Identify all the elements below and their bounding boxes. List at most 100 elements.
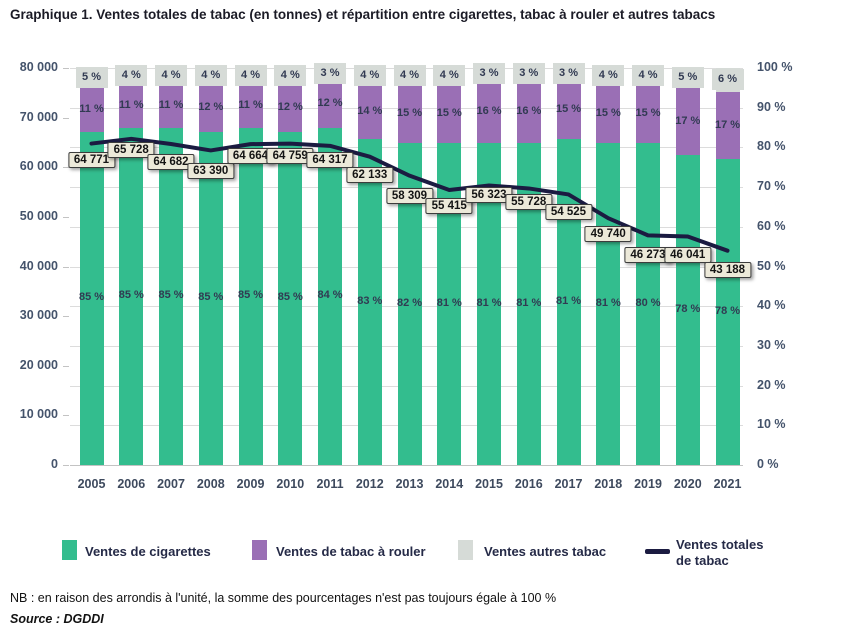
total-value-label: 46 273 [624,247,672,264]
bar-segment-tabac-a-rouler [556,79,581,140]
x-axis-year-label: 2020 [673,477,702,491]
bar-segment-tabac-a-rouler [79,87,104,132]
cigarettes-percent-label: 81 % [555,295,582,308]
total-value-label: 54 525 [544,204,593,221]
x-axis-year-label: 2016 [514,477,543,491]
rouler-percent-label: 11 % [238,98,263,111]
y-axis-label-left: 60 000 [19,159,58,174]
axis-tick-left [63,316,69,318]
cigarettes-percent-label: 85 % [237,289,264,302]
legend-label-ventes-totales: Ventes totales de tabac [676,537,764,569]
total-value-label: 46 041 [664,246,712,263]
autres-percent-label: 4 % [433,65,466,87]
legend-swatch-cigarettes [62,540,77,560]
total-value-label: 43 188 [703,261,752,278]
y-axis-label-left: 40 000 [19,258,58,273]
autres-percent-label: 4 % [194,65,227,87]
axis-tick-left [63,216,69,218]
y-axis-label-right: 10 % [757,417,786,432]
x-axis-year-label: 2019 [634,477,662,491]
bar-segment-tabac-a-rouler [198,83,223,132]
rouler-percent-label: 15 % [396,106,423,119]
cigarettes-percent-label: 85 % [277,291,303,304]
rouler-percent-label: 14 % [357,104,383,117]
y-axis-label-right: 100 % [757,60,793,74]
bar-segment-tabac-a-rouler [437,83,462,144]
x-axis-year-label: 2017 [554,477,583,491]
rouler-percent-label: 15 % [436,106,462,119]
autres-percent-label: 4 % [353,65,386,87]
bar-segment-tabac-a-rouler [318,79,342,128]
rouler-percent-label: 11 % [119,98,144,111]
rouler-percent-label: 17 % [714,118,741,131]
autres-percent-label: 5 % [671,67,704,89]
bar-segment-tabac-a-rouler [397,83,422,144]
total-value-label: 58 309 [385,187,434,204]
total-value-label: 64 682 [147,154,195,170]
total-value-label: 55 728 [505,194,553,211]
y-axis-label-right: 60 % [757,218,786,233]
bar-segment-tabac-a-rouler [159,83,183,128]
rouler-percent-label: 16 % [516,104,542,117]
autres-percent-label: 3 % [314,63,346,85]
x-axis-year-label: 2005 [77,477,106,491]
total-value-label: 65 728 [107,141,155,158]
cigarettes-percent-label: 81 % [476,297,502,310]
x-axis-year-label: 2018 [594,477,623,491]
autres-percent-label: 3 % [512,63,545,85]
total-value-label: 49 740 [584,226,632,243]
autres-percent-label: 4 % [234,65,267,87]
x-axis-year-label: 2021 [713,477,742,491]
cigarettes-percent-label: 85 % [158,289,184,302]
gridline [70,465,743,466]
y-axis-label-left: 0 [51,457,58,471]
rouler-percent-label: 15 % [635,106,661,119]
legend-line-icon [645,549,670,554]
cigarettes-percent-label: 83 % [357,295,383,308]
cigarettes-percent-label: 80 % [635,297,661,310]
bar-segment-tabac-a-rouler [357,83,382,140]
cigarettes-percent-label: 82 % [396,297,423,310]
y-axis-label-right: 0 % [757,457,779,471]
autres-percent-label: 6 % [711,69,744,91]
total-value-label: 64 771 [67,151,116,168]
y-axis-label-left: 70 000 [19,109,58,124]
source-note: Source : DGDDI [10,612,104,626]
total-value-label: 55 415 [425,198,473,214]
axis-tick-left [63,68,69,69]
y-axis-label-right: 40 % [757,298,786,313]
axis-tick-left [63,365,69,367]
y-axis-label-right: 90 % [757,99,786,114]
axis-tick-left [63,117,69,119]
legend-label-tabac-a-rouler: Ventes de tabac à rouler [276,544,426,559]
x-axis-year-label: 2013 [395,477,424,491]
total-value-label: 64 317 [306,151,354,168]
cigarettes-percent-label: 81 % [595,297,621,310]
chart-title: Graphique 1. Ventes totales de tabac (en… [10,7,716,22]
x-axis-year-label: 2009 [236,477,265,491]
bar-segment-tabac-a-rouler [596,83,621,144]
x-axis-year-label: 2007 [157,477,185,491]
y-axis-label-right: 80 % [757,139,786,154]
y-axis-label-left: 30 000 [19,308,58,323]
rouler-percent-label: 15 % [595,106,621,119]
bar-segment-tabac-a-rouler [119,83,144,128]
rouler-percent-label: 12 % [317,96,343,109]
y-axis-label-right: 50 % [757,258,786,273]
bar-segment-tabac-a-rouler [516,79,541,144]
rouler-percent-label: 16 % [476,104,502,117]
rouler-percent-label: 11 % [79,102,104,115]
y-axis-label-right: 20 % [757,377,786,392]
axis-tick-left [63,266,69,268]
y-axis-label-left: 10 000 [19,407,58,422]
y-axis-label-right: 70 % [757,179,786,194]
total-value-label: 56 323 [465,187,513,204]
cigarettes-percent-label: 84 % [317,289,343,302]
x-axis-year-label: 2010 [276,477,305,491]
y-axis-label-left: 80 000 [19,60,58,74]
x-axis-year-label: 2014 [435,477,464,491]
total-value-label: 62 133 [346,166,394,183]
rouler-percent-label: 15 % [555,102,582,115]
y-axis-label-right: 30 % [757,337,786,352]
